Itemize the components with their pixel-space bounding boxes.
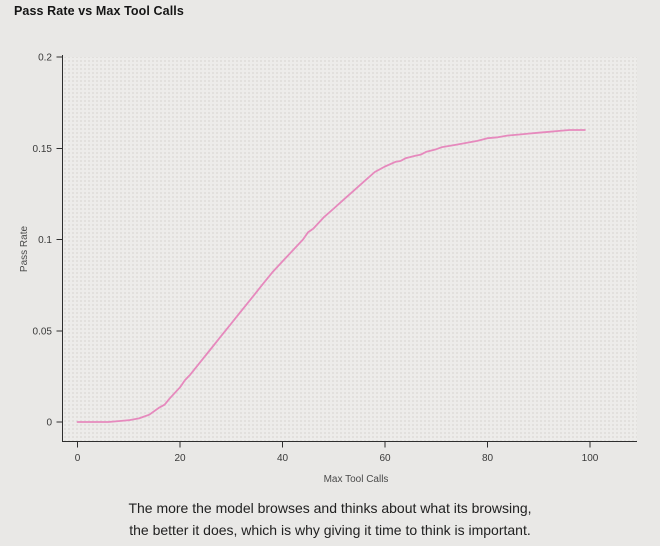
x-tick-label: 40 — [277, 453, 289, 464]
y-tick-label: 0.2 — [38, 53, 52, 64]
line-chart: 0 20 40 60 80 100 0 0.05 0.1 0.15 0.2 Max Tool Ca… — [19, 53, 637, 485]
x-tick-label: 80 — [482, 453, 494, 464]
x-axis-ticks: 0 20 40 60 80 100 — [75, 441, 599, 464]
y-tick-label: 0 — [46, 418, 52, 429]
caption-line-1: The more the model browses and thinks ab… — [128, 500, 532, 516]
y-tick-label: 0.05 — [33, 326, 53, 337]
x-tick-label: 100 — [582, 453, 599, 464]
y-axis-ticks: 0 0.05 0.1 0.15 0.2 — [33, 53, 63, 429]
chart-caption: The more the model browses and thinks ab… — [0, 497, 660, 541]
caption-line-2: the better it does, which is why giving … — [129, 522, 531, 538]
chart-title: Pass Rate vs Max Tool Calls — [14, 4, 184, 18]
x-tick-label: 60 — [379, 453, 391, 464]
y-axis-title: Pass Rate — [19, 225, 30, 272]
x-tick-label: 0 — [75, 453, 81, 464]
x-axis-title: Max Tool Calls — [324, 474, 389, 485]
pass-rate-line — [76, 129, 586, 423]
y-tick-label: 0.1 — [38, 235, 52, 246]
x-tick-label: 20 — [174, 453, 186, 464]
y-tick-label: 0.15 — [33, 144, 53, 155]
plot-area — [63, 57, 637, 441]
